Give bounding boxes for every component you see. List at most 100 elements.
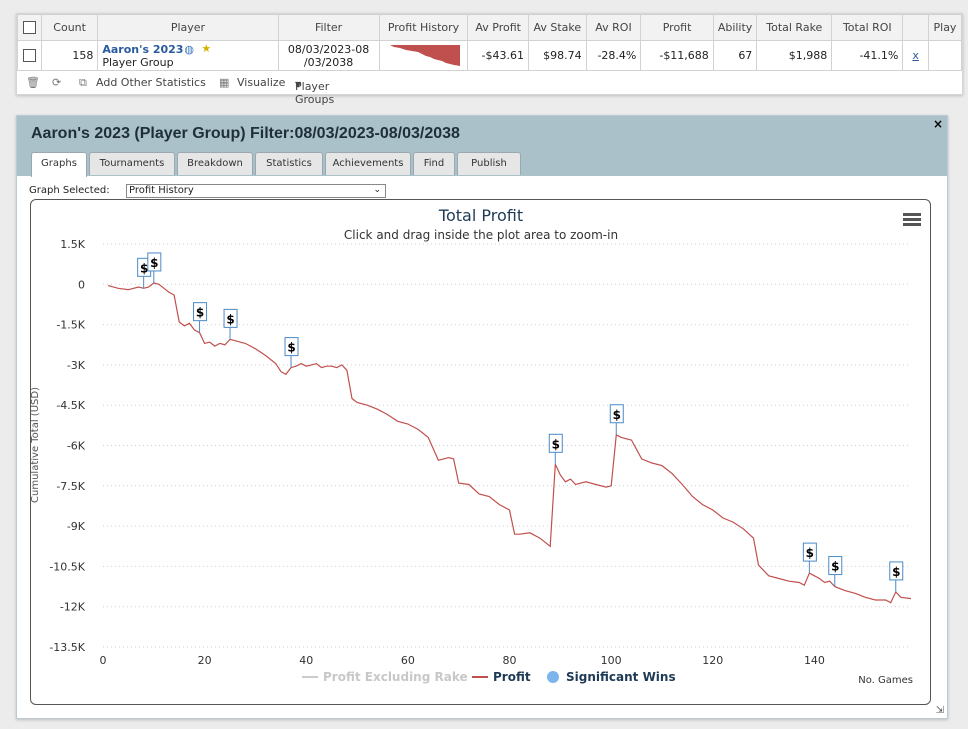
caret-down-icon: ▼ xyxy=(295,80,302,89)
visualize-icon[interactable]: ▦ xyxy=(219,76,230,89)
significant-win-flag[interactable]: $ xyxy=(223,308,238,340)
significant-win-flag[interactable]: $ xyxy=(802,542,817,574)
filter-line-2: /03/2038 xyxy=(303,55,354,69)
svg-text:$: $ xyxy=(140,261,148,275)
svg-text:$: $ xyxy=(150,256,158,270)
table-row[interactable]: 158 Aaron's 2023 Player Group ◍ ★ 08/03/… xyxy=(17,40,963,71)
visualize-button[interactable]: Visualize xyxy=(237,76,286,89)
svg-text:$: $ xyxy=(226,312,234,326)
select-all-checkbox-cell[interactable] xyxy=(17,14,42,41)
tab-breakdown[interactable]: Breakdown xyxy=(177,152,253,175)
col-av-stake[interactable]: Av Stake xyxy=(528,14,587,41)
x-tick-label: 120 xyxy=(702,654,723,667)
col-av-roi[interactable]: Av ROI xyxy=(585,14,642,41)
cell-ability: 67 xyxy=(712,40,758,71)
graph-selected-label: Graph Selected: xyxy=(29,185,110,196)
group-bowl-icon[interactable]: ◍ xyxy=(184,43,194,56)
cell-av-profit: -$43.61 xyxy=(467,40,530,71)
cell-remove[interactable]: x xyxy=(902,40,929,71)
add-other-statistics-button[interactable]: Add Other Statistics xyxy=(96,76,206,89)
svg-text:$: $ xyxy=(552,437,560,451)
tab-tournaments[interactable]: Tournaments xyxy=(89,152,175,175)
refresh-icon[interactable]: ⟳ xyxy=(52,76,62,89)
x-tick-label: 40 xyxy=(299,654,313,667)
col-ability[interactable]: Ability xyxy=(712,14,758,41)
y-tick-label: -10.5K xyxy=(49,560,85,573)
resize-handle-icon[interactable]: ⇲ xyxy=(935,705,944,716)
cell-total-rake: $1,988 xyxy=(756,40,833,71)
significant-win-flag[interactable]: $ xyxy=(193,302,208,333)
y-tick-label: -1.5K xyxy=(56,319,85,332)
significant-win-flag[interactable]: $ xyxy=(284,337,299,368)
stats-panel: Count Player Filter Profit History Av Pr… xyxy=(16,13,963,106)
col-total-rake[interactable]: Total Rake xyxy=(756,14,833,41)
col-total-roi[interactable]: Total ROI xyxy=(831,14,904,41)
legend-profit[interactable]: Profit xyxy=(493,670,531,684)
add-stats-icon[interactable]: ⧉ xyxy=(79,76,87,89)
tab-achievements[interactable]: Achievements xyxy=(325,152,411,175)
significant-win-flag[interactable]: $ xyxy=(828,556,843,587)
cell-av-roi: -28.4% xyxy=(585,40,642,71)
tab-graphs[interactable]: Graphs xyxy=(31,152,87,177)
graph-select-value: Profit History xyxy=(129,185,194,196)
panel-header: Aaron's 2023 (Player Group) Filter:08/03… xyxy=(17,116,947,177)
tab-publish[interactable]: Publish xyxy=(457,152,521,175)
filter-line-1: 08/03/2023-08 xyxy=(287,42,370,56)
col-av-profit[interactable]: Av Profit xyxy=(467,14,530,41)
significant-win-flag[interactable]: $ xyxy=(147,252,162,283)
player-group-panel: Aaron's 2023 (Player Group) Filter:08/03… xyxy=(16,115,948,719)
profit-history-sparkline[interactable] xyxy=(386,44,461,67)
svg-text:$: $ xyxy=(613,408,621,422)
profit-series-line xyxy=(107,282,912,604)
col-count[interactable]: Count xyxy=(40,14,99,41)
significant-win-flag[interactable]: $ xyxy=(609,404,624,435)
x-tick-label: 60 xyxy=(401,654,415,667)
chart-container[interactable]: Total Profit Click and drag inside the pl… xyxy=(30,199,931,705)
y-tick-label: 0 xyxy=(78,278,85,291)
significant-win-flag[interactable]: $ xyxy=(889,561,904,592)
player-groups-label: Player Groups xyxy=(295,80,335,106)
profit-chart[interactable]: Total Profit Click and drag inside the pl… xyxy=(31,200,930,704)
legend-profit-excluding-rake[interactable]: Profit Excluding Rake xyxy=(323,670,468,684)
col-player[interactable]: Player xyxy=(97,14,279,41)
remove-row-link[interactable]: x xyxy=(912,49,919,62)
row-checkbox[interactable] xyxy=(22,49,36,63)
y-tick-label: -9K xyxy=(67,520,86,533)
trash-icon[interactable]: 🗑 xyxy=(26,76,40,89)
svg-text:$: $ xyxy=(806,546,814,560)
stats-toolbar: 🗑 ⟳ ⧉ Add Other Statistics ▦ Visualize P… xyxy=(17,72,962,106)
close-icon[interactable]: × xyxy=(932,117,943,131)
y-tick-label: -12K xyxy=(60,601,86,614)
graph-select-dropdown[interactable]: Profit History ⌄ xyxy=(126,184,386,198)
legend-significant-wins-swatch xyxy=(547,671,559,683)
y-tick-label: -4.5K xyxy=(56,399,85,412)
col-play[interactable]: Play xyxy=(927,14,963,41)
tab-find[interactable]: Find xyxy=(413,152,455,175)
x-tick-label: 80 xyxy=(503,654,517,667)
col-filter[interactable]: Filter xyxy=(277,14,380,41)
col-profit[interactable]: Profit xyxy=(640,14,714,41)
svg-text:$: $ xyxy=(892,565,900,579)
chart-subtitle: Click and drag inside the plot area to z… xyxy=(344,228,618,242)
svg-text:$: $ xyxy=(287,341,295,355)
x-tick-label: 100 xyxy=(601,654,622,667)
star-badge-icon[interactable]: ★ xyxy=(201,42,212,55)
select-all-checkbox[interactable] xyxy=(22,21,36,35)
x-tick-label: 0 xyxy=(100,654,107,667)
tab-statistics[interactable]: Statistics xyxy=(255,152,323,175)
cell-player: Aaron's 2023 Player Group ◍ ★ xyxy=(97,40,279,71)
chart-menu-icon[interactable] xyxy=(903,213,921,226)
player-name-link[interactable]: Aaron's 2023 xyxy=(102,42,184,56)
cell-profit-history[interactable] xyxy=(378,40,469,71)
significant-win-flag[interactable]: $ xyxy=(548,433,563,465)
y-tick-label: -13.5K xyxy=(49,641,85,654)
stats-header-row: Count Player Filter Profit History Av Pr… xyxy=(17,14,963,41)
row-checkbox-cell[interactable] xyxy=(17,40,42,71)
cell-count: 158 xyxy=(40,40,99,71)
col-profit-history[interactable]: Profit History xyxy=(378,14,469,41)
x-tick-label: 140 xyxy=(804,654,825,667)
player-type: Player Group xyxy=(102,55,174,69)
y-tick-label: -3K xyxy=(67,359,86,372)
panel-title: Aaron's 2023 (Player Group) Filter:08/03… xyxy=(31,125,460,142)
legend-significant-wins[interactable]: Significant Wins xyxy=(566,670,676,684)
